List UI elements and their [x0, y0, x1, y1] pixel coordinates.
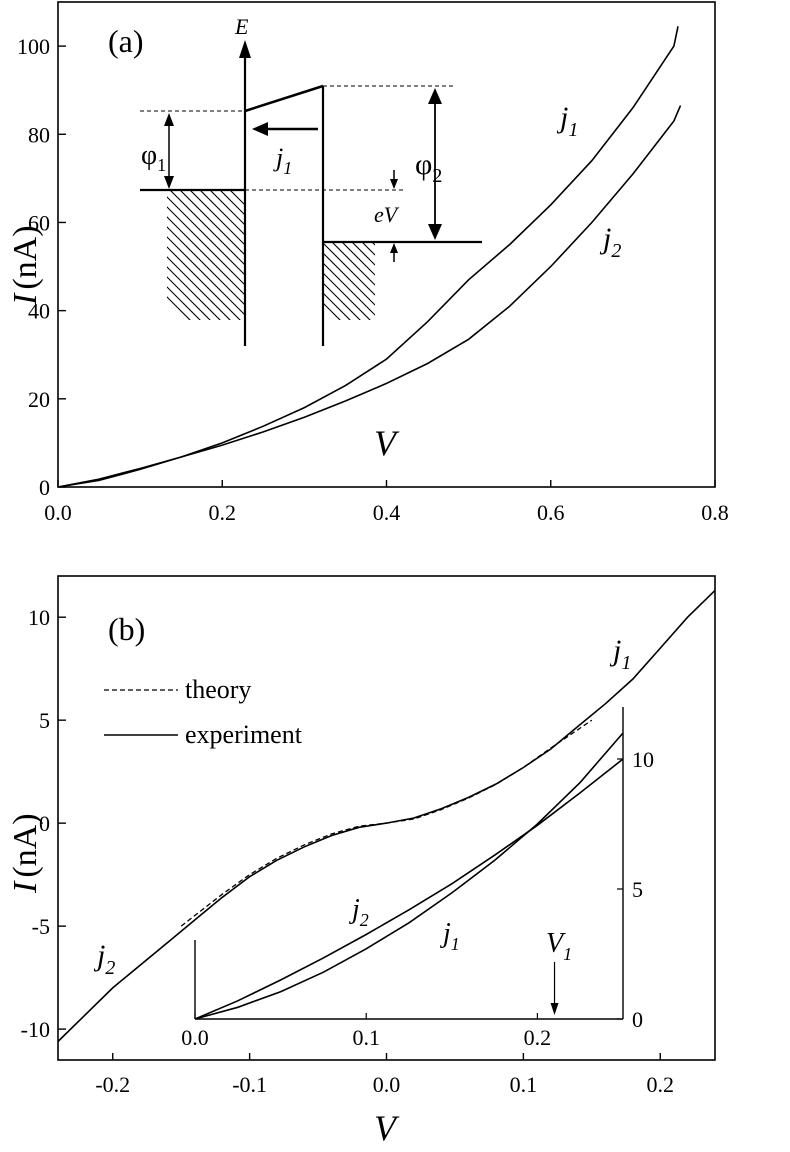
panel-a-curve-j1	[57, 26, 679, 488]
panel-a-label-j1: j1	[556, 101, 578, 141]
phi1-label: φ1	[141, 140, 166, 175]
inset-ytick-label: 5	[632, 877, 643, 902]
ev-arrowhead-top	[390, 179, 398, 189]
barrier-top	[244, 84, 324, 113]
panel-a-xtick-label: 0.2	[209, 500, 237, 525]
panel-b-curve-theory	[180, 719, 593, 927]
ev-arrowhead-bottom	[390, 243, 398, 253]
current-j1-arrowhead	[252, 122, 268, 136]
phi1-arrowhead-down	[164, 176, 174, 189]
panel-a-curves	[57, 26, 682, 488]
inset-label-j2: j2	[349, 894, 369, 930]
phi2-arrowhead-up	[428, 88, 442, 104]
energy-axis-arrowhead	[239, 40, 251, 58]
panel-b-xtick-label: 0.0	[373, 1072, 401, 1097]
inset-label-j1: j1	[440, 918, 460, 954]
panel-a-ytick-label: 40	[28, 299, 50, 324]
panel-b-label: (b)	[108, 611, 145, 647]
panel-a-xtick-label: 0.4	[373, 500, 401, 525]
inset-xtick-label: 0.1	[352, 1025, 380, 1050]
energy-axis-label: E	[234, 14, 249, 39]
phi2-label: φ2	[415, 148, 442, 187]
panel-b-ytick-label: -10	[21, 1017, 50, 1042]
inset-curve-j2	[194, 758, 624, 1020]
panel-b-ytick-label: 10	[28, 605, 50, 630]
panel-a-ytick-label: 100	[17, 34, 50, 59]
panel-a-ylabel: I(nA)	[7, 225, 44, 306]
panel-b-ytick-label: 0	[39, 811, 50, 836]
panel-a-xlabel: V	[374, 423, 400, 463]
panel-a-ytick-label: 80	[28, 122, 50, 147]
inset-plot: 0.0 0.1 0.2 0 5 10 j2 j1 V1	[181, 707, 654, 1050]
panel-b-label-j1: j1	[609, 634, 631, 674]
panel-b-label-j2: j2	[93, 939, 115, 979]
panel-b-xtick-label: -0.2	[95, 1072, 130, 1097]
phi2-arrowhead-down	[428, 224, 442, 240]
panel-b-xtick-label: 0.1	[510, 1072, 538, 1097]
panel-a-label-j2: j2	[599, 222, 621, 262]
panel-b-curves	[57, 589, 716, 1043]
panel-a-label: (a)	[108, 23, 144, 59]
left-electrode-hatch	[167, 190, 245, 320]
legend-experiment-label: experiment	[185, 720, 303, 749]
panel-a-ytick-label: 0	[39, 475, 50, 500]
inset-xtick-label: 0.2	[524, 1025, 552, 1050]
panel-a-ytick-label: 20	[28, 387, 50, 412]
panel-b-curve-experiment	[57, 589, 716, 1043]
inset-annotation-v1: V1	[546, 928, 572, 964]
panel-a-xtick-label: 0.6	[537, 500, 565, 525]
right-electrode-hatch	[323, 242, 375, 320]
band-diagram: E φ1 φ2 j1 eV	[140, 14, 482, 346]
panel-a-xtick-label: 0.8	[701, 500, 729, 525]
panel-b-ytick-label: -5	[32, 914, 50, 939]
legend: theory experiment	[104, 675, 303, 749]
panel-b-ytick-label: 5	[39, 708, 50, 733]
inset-curve-j1	[194, 732, 624, 1020]
inset-xtick-label: 0.0	[181, 1025, 209, 1050]
current-j1-label: j1	[273, 143, 292, 178]
v1-arrowhead	[550, 1003, 559, 1015]
panel-b-xtick-label: 0.2	[647, 1072, 675, 1097]
panel-b: -0.2 -0.1 0.0 0.1 0.2 -10 -5 0 5 10 (b) I(nA) V t…	[7, 575, 716, 1148]
panel-b-xtick-label: -0.1	[232, 1072, 267, 1097]
panel-b-ticks: -0.2 -0.1 0.0 0.1 0.2 -10 -5 0 5 10	[21, 605, 674, 1097]
panel-a-xtick-label: 0.0	[44, 500, 72, 525]
inset-ticks: 0.0 0.1 0.2 0 5 10	[181, 747, 654, 1050]
panel-a-ytick-label: 60	[28, 210, 50, 235]
panel-b-xlabel: V	[374, 1108, 400, 1148]
panel-a-ticks: 0.0 0.2 0.4 0.6 0.8 0 20 40 60 80 100	[17, 34, 729, 525]
bias-label: eV	[374, 202, 400, 227]
phi1-arrowhead-up	[164, 113, 174, 126]
inset-ytick-label: 10	[632, 747, 654, 772]
inset-curves	[194, 732, 624, 1020]
inset-ytick-label: 0	[632, 1007, 643, 1032]
panel-a-curve-j2	[57, 105, 682, 488]
legend-theory-label: theory	[185, 675, 251, 704]
panel-b-ylabel: I(nA)	[7, 813, 44, 894]
